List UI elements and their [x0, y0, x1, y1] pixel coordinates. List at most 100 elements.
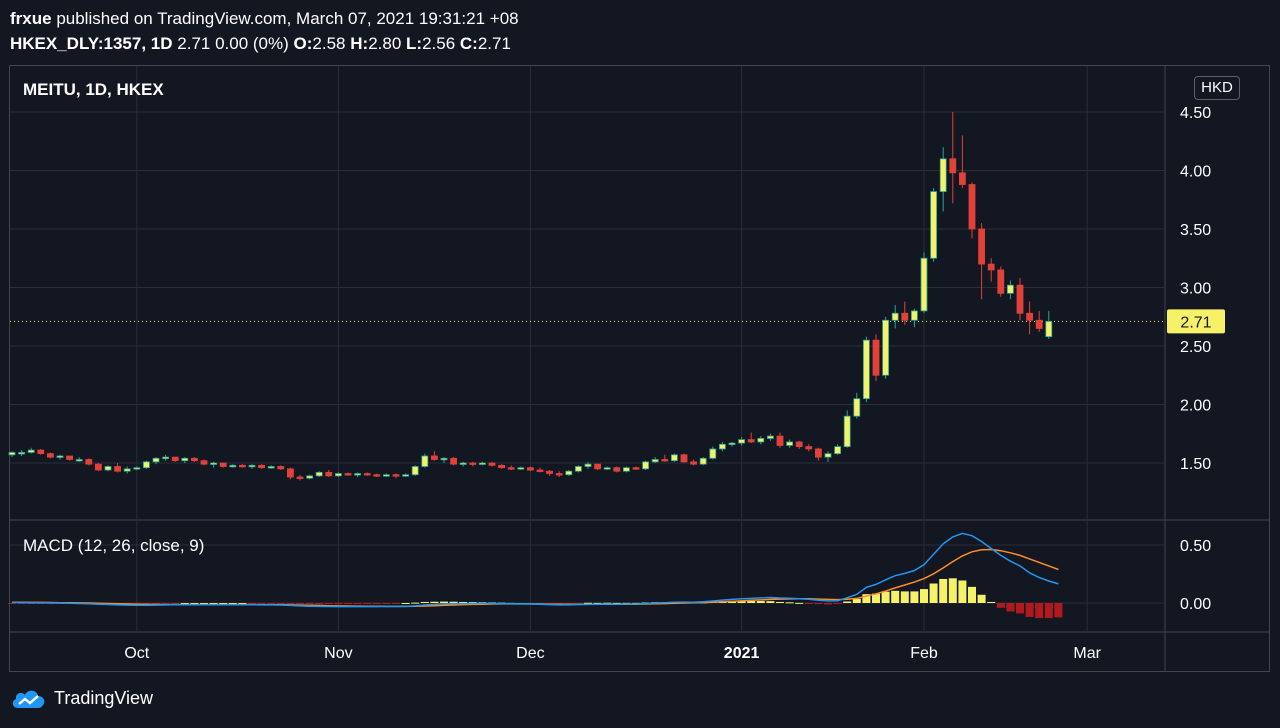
candle-body — [363, 473, 371, 476]
quote-change: 2.71 0.00 (0%) — [177, 34, 289, 53]
candle-body — [430, 455, 438, 460]
close-value: 2.71 — [477, 34, 511, 53]
candle-body — [152, 457, 160, 463]
candle-body — [459, 462, 467, 465]
grid-lines — [10, 66, 1270, 672]
macd-histogram-bar — [785, 602, 794, 604]
candle-body — [517, 467, 525, 470]
macd-histogram-bar — [766, 601, 775, 603]
axis-labels: 1.50 2.00 2.50 3.00 3.50 4.00 4.50 0.00 0.50 Oct N… — [124, 105, 1225, 662]
candle-body — [671, 454, 678, 462]
macd-histogram-bar — [1016, 603, 1024, 614]
macd-histogram-bar — [939, 578, 948, 603]
macd-histogram-bar — [276, 603, 285, 604]
macd-histogram-bar — [305, 603, 314, 604]
macd-histogram-bar — [747, 601, 756, 603]
candle-body — [527, 467, 534, 471]
candle-body — [286, 468, 294, 478]
close-label: C: — [459, 34, 478, 53]
candle-body — [843, 415, 851, 448]
publisher-name[interactable]: frxue — [10, 9, 52, 28]
candle-body — [661, 459, 669, 462]
macd-histogram-bar — [392, 603, 400, 604]
candle-body — [354, 473, 362, 476]
candle-body — [920, 257, 928, 312]
macd-histogram-bar — [1006, 603, 1015, 612]
candle-body — [1045, 321, 1053, 338]
macd-histogram-bar — [929, 583, 938, 603]
candle-body — [296, 476, 304, 479]
candle-body — [248, 464, 256, 468]
candle-body — [421, 455, 429, 467]
candle-body — [939, 158, 947, 192]
macd-histogram-bar — [228, 603, 237, 604]
candle-body — [738, 439, 745, 444]
chart-frame — [9, 65, 1270, 672]
candle-body — [815, 448, 822, 458]
candle-body — [651, 459, 659, 463]
macd-histogram-bar — [401, 603, 410, 604]
pane-title: MEITU, 1D, HKEX — [23, 80, 164, 99]
candle-body — [373, 474, 381, 477]
macd-histogram-bar — [353, 603, 362, 604]
candle-body — [565, 470, 573, 476]
macd-histogram-bar — [468, 602, 477, 604]
candle-body — [219, 462, 227, 467]
macd-tick-label: 0.50 — [1180, 538, 1211, 555]
price-tick-label: 3.50 — [1180, 222, 1211, 239]
candle-body — [411, 466, 419, 476]
candle-body — [786, 441, 793, 446]
candle-body — [267, 466, 275, 469]
macd-histogram-bar — [324, 603, 333, 604]
candle-body — [478, 462, 486, 465]
candle-body — [891, 312, 899, 321]
macd-histogram-bar — [958, 580, 967, 603]
cloud-icon — [12, 690, 45, 708]
candle-body — [594, 463, 601, 470]
candle-body — [306, 475, 314, 479]
candle-body — [968, 184, 976, 230]
macd-histogram-bar — [920, 589, 928, 603]
macd-histogram-bar — [872, 593, 880, 603]
candle-body — [66, 455, 73, 460]
macd-histogram-bar — [593, 602, 602, 604]
candle-body — [334, 473, 342, 477]
candle-body — [997, 269, 1005, 294]
macd-histogram-bar — [737, 600, 746, 603]
candle-body — [95, 463, 102, 471]
macd-histogram-bar — [200, 603, 208, 604]
time-tick-label: Feb — [910, 645, 938, 662]
candle-body — [469, 462, 477, 465]
footer-brand[interactable]: TradingView — [10, 686, 153, 710]
candle-body — [690, 461, 697, 465]
candle-body — [584, 463, 592, 467]
macd-histogram-bar — [843, 601, 852, 603]
macd-histogram-bar — [238, 603, 247, 604]
candle-body — [123, 468, 131, 472]
candle-body — [949, 158, 957, 174]
candle-body — [632, 467, 640, 470]
candle-body — [776, 435, 784, 446]
time-tick-label: Mar — [1073, 645, 1101, 662]
macd-histogram-bar — [180, 603, 189, 604]
candle-body — [142, 461, 150, 469]
candle-body — [642, 461, 649, 470]
macd-histogram-bar — [555, 603, 564, 604]
macd-histogram-bar — [372, 603, 381, 604]
candle-body — [901, 312, 909, 321]
macd-histogram-bar — [449, 601, 458, 603]
candle-body — [575, 466, 582, 472]
candle-body — [498, 464, 506, 469]
candle-body — [546, 470, 553, 474]
currency-badge[interactable]: HKD — [1194, 76, 1240, 100]
price-tick-label: 2.00 — [1180, 398, 1211, 415]
macd-histogram-bar — [152, 603, 160, 604]
macd-histogram-bar — [804, 603, 813, 604]
macd-histogram-bar — [315, 603, 324, 604]
candle-body — [258, 464, 266, 469]
publish-header: frxue published on TradingView.com, Marc… — [10, 6, 519, 56]
candle-body — [613, 467, 621, 472]
published-text: published on TradingView.com, March 07, … — [56, 9, 519, 28]
macd-histogram-bar — [219, 603, 228, 604]
